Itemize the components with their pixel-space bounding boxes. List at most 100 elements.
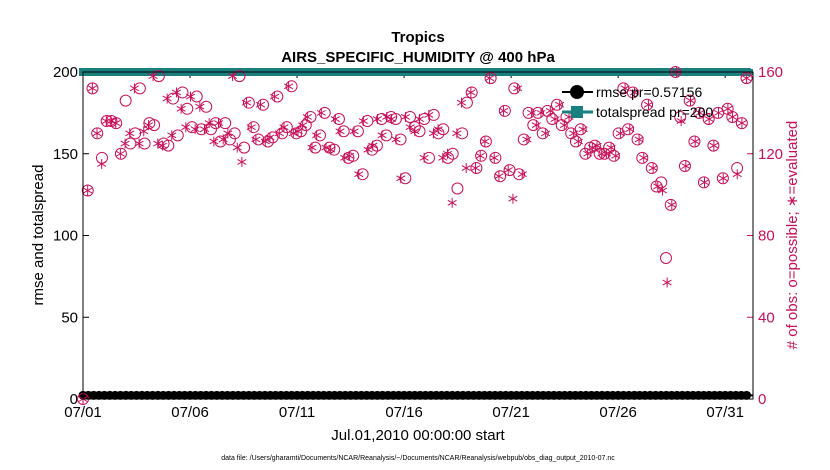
asterisk-stroke [195, 103, 205, 110]
obs-evaluated-marker [466, 87, 476, 98]
asterisk-stroke [153, 140, 163, 147]
obs-possible-marker [574, 123, 587, 136]
asterisk-stroke [111, 120, 121, 127]
obs-evaluated-marker [629, 87, 640, 98]
obs-possible-marker [91, 127, 104, 140]
obs-possible-marker [735, 117, 748, 130]
obs-evaluated-marker [634, 134, 644, 145]
asterisk-stroke [592, 142, 602, 149]
obs-possible-marker [119, 94, 132, 107]
obs-possible-marker [380, 129, 393, 142]
obs-evaluated-marker [512, 83, 523, 94]
asterisk-stroke [125, 130, 135, 137]
obs-possible-marker [555, 119, 568, 132]
obs-evaluated-marker [475, 150, 485, 161]
asterisk-stroke [83, 187, 93, 194]
obs-possible-marker [309, 141, 322, 154]
asterisk-stroke [475, 152, 485, 159]
asterisk-stroke [143, 122, 154, 129]
obs-possible-marker [124, 137, 137, 150]
obs-possible-marker [626, 86, 639, 99]
obs-possible-marker [318, 106, 331, 119]
asterisk-stroke [597, 150, 607, 157]
asterisk-stroke [470, 165, 481, 171]
asterisk-stroke [541, 130, 551, 137]
obs-possible-marker [129, 127, 142, 140]
asterisk-stroke [391, 136, 401, 143]
obs-possible-marker [536, 127, 549, 140]
obs-evaluated-marker [615, 128, 626, 139]
obs-evaluated-marker [134, 138, 144, 149]
obs-possible-marker [437, 123, 450, 136]
obs-possible-marker [271, 90, 284, 103]
obs-possible-marker [498, 104, 511, 117]
asterisk-stroke [615, 130, 626, 137]
obs-possible-marker [181, 102, 194, 115]
asterisk-stroke [167, 132, 177, 139]
obs-evaluated-marker [396, 173, 406, 184]
asterisk-stroke [265, 134, 275, 141]
obs-evaluated-marker [209, 136, 219, 147]
x-axis: 07/01 07/06 07/11 07/16 07/21 07/26 07/31 [64, 72, 744, 421]
obs-possible-marker [176, 86, 189, 99]
obs-possible-marker [351, 125, 364, 138]
obs-evaluated-marker [489, 152, 499, 163]
asterisk-stroke [466, 89, 476, 96]
asterisk-stroke [606, 144, 616, 151]
obs-possible-marker [252, 133, 265, 146]
obs-evaluated-marker [433, 124, 443, 135]
asterisk-stroke [611, 152, 621, 159]
obs-evaluated-marker [143, 120, 154, 131]
rmse-marker [742, 390, 752, 400]
obs-evaluated-marker [428, 128, 439, 139]
obs-evaluated-marker [732, 169, 742, 180]
asterisk-stroke [405, 124, 415, 131]
obs-possible-marker [138, 137, 151, 150]
obs-possible-marker [171, 129, 184, 142]
obs-evaluated-marker [587, 142, 597, 153]
asterisk-stroke [587, 144, 597, 151]
asterisk-stroke [583, 150, 593, 157]
obs-evaluated-marker [545, 105, 555, 116]
asterisk-stroke [601, 150, 611, 157]
obs-evaluated-marker [340, 152, 350, 163]
asterisk-stroke [274, 130, 284, 137]
asterisk-stroke [690, 138, 700, 145]
obs-evaluated-marker [498, 105, 509, 116]
obs-evaluated-marker [106, 116, 116, 127]
asterisk-stroke [190, 126, 200, 133]
y-left-tick-label: 100 [53, 228, 78, 245]
obs-possible-marker [636, 151, 649, 164]
asterisk-stroke [634, 136, 644, 143]
asterisk-stroke [648, 165, 658, 171]
asterisk-stroke [531, 122, 541, 129]
obs-evaluated-marker [97, 158, 107, 169]
obs-possible-marker [569, 135, 582, 148]
asterisk-stroke [461, 165, 471, 171]
obs-evaluated-marker [237, 156, 247, 167]
asterisk-stroke [298, 122, 308, 129]
obs-possible-marker [726, 110, 739, 123]
obs-possible-marker [678, 160, 691, 173]
obs-possible-marker [593, 147, 606, 160]
asterisk-stroke [643, 101, 654, 108]
obs-possible-marker [133, 82, 146, 95]
asterisk-stroke [555, 101, 565, 108]
asterisk-stroke [527, 109, 537, 116]
obs-possible-marker [546, 113, 559, 126]
obs-possible-marker [660, 251, 673, 264]
asterisk-stroke [354, 171, 364, 178]
asterisk-stroke [344, 152, 354, 159]
obs-possible-marker [337, 125, 350, 138]
obs-possible-marker [693, 106, 706, 119]
asterisk-stroke [667, 201, 677, 208]
x-tick-label: 07/11 [279, 404, 315, 421]
obs-evaluated-marker [625, 124, 635, 135]
legend-totalspread-label: totalspread pr=200 [596, 104, 713, 120]
obs-evaluated-marker [87, 83, 97, 94]
asterisk-stroke [162, 95, 172, 102]
asterisk-stroke [727, 114, 738, 120]
obs-evaluated-marker [699, 177, 710, 188]
asterisk-stroke [284, 83, 294, 90]
asterisk-stroke [657, 187, 668, 194]
